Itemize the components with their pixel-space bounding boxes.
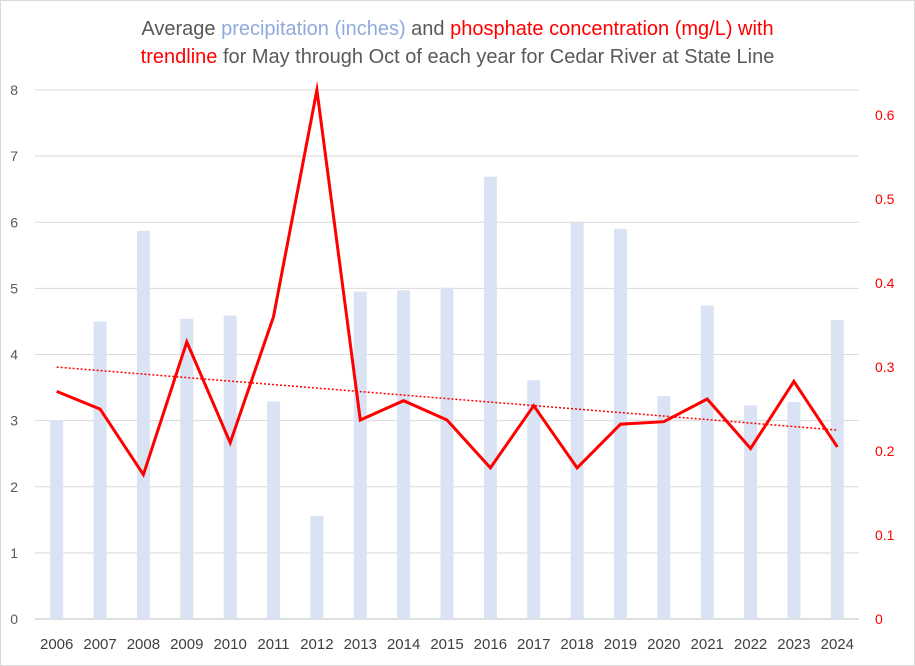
- right-tick-label: 0.2: [875, 443, 895, 459]
- title-part-1: Average: [141, 18, 222, 40]
- right-tick-label: 0.5: [875, 191, 895, 207]
- precipitation-bar: [527, 380, 541, 619]
- x-tick-label: 2023: [777, 636, 810, 653]
- chart-title-line-2: trendline for May through Oct of each ye…: [1, 43, 914, 71]
- title-part-6: for May through Oct of each year for Ced…: [217, 46, 775, 68]
- right-tick-label: 0.4: [875, 275, 895, 291]
- left-tick-label: 3: [10, 413, 18, 429]
- right-tick-label: 0: [875, 611, 883, 627]
- left-tick-label: 5: [10, 280, 18, 296]
- x-tick-label: 2013: [344, 636, 377, 653]
- precipitation-bar: [483, 176, 497, 619]
- x-tick-label: 2012: [300, 636, 333, 653]
- trendline-group: [56, 366, 838, 431]
- precipitation-bar: [700, 305, 714, 619]
- x-tick-label: 2017: [517, 636, 550, 653]
- x-tick-label: 2024: [821, 636, 854, 653]
- left-tick-label: 1: [10, 545, 18, 561]
- x-tick-label: 2011: [257, 636, 289, 653]
- x-tick-label: 2019: [604, 636, 637, 653]
- x-tick-label: 2008: [127, 636, 160, 653]
- precipitation-bar: [744, 405, 758, 619]
- trendline: [56, 366, 838, 431]
- title-precipitation: precipitation (inches): [221, 18, 406, 40]
- left-tick-label: 2: [10, 479, 18, 495]
- x-tick-label: 2020: [647, 636, 680, 653]
- title-phosphate: phosphate concentration (mg/L) with: [450, 18, 774, 40]
- precipitation-bar: [310, 515, 324, 619]
- left-tick-label: 6: [10, 214, 18, 230]
- x-axis-ticks: 2006 2007 2008 2009 2010 2011 2012 2013 2014 2015…: [40, 636, 854, 653]
- precipitation-bar: [657, 396, 671, 619]
- left-tick-label: 4: [10, 347, 18, 363]
- left-tick-label: 0: [10, 611, 18, 627]
- phosphate-line-group: [56, 80, 839, 479]
- x-tick-label: 2016: [474, 636, 507, 653]
- x-tick-label: 2007: [83, 636, 116, 653]
- right-tick-label: 0.6: [875, 107, 895, 123]
- precipitation-bar: [180, 318, 194, 619]
- chart-title: Average precipitation (inches) and phosp…: [1, 15, 914, 71]
- chart-title-line-1: Average precipitation (inches) and phosp…: [1, 15, 914, 43]
- x-tick-label: 2010: [213, 636, 246, 653]
- x-tick-label: 2014: [387, 636, 420, 653]
- left-axis-ticks: 0 1 2 3 4 5 6 7 8: [10, 82, 18, 627]
- x-tick-label: 2022: [734, 636, 767, 653]
- left-tick-label: 8: [10, 82, 18, 98]
- precipitation-bar: [570, 222, 584, 619]
- title-part-3: and: [405, 18, 451, 40]
- precipitation-bar: [223, 315, 237, 619]
- x-tick-label: 2021: [691, 636, 724, 653]
- precipitation-bar: [397, 290, 411, 619]
- precipitation-bar: [440, 287, 454, 619]
- left-tick-label: 7: [10, 148, 18, 164]
- precipitation-bar: [353, 291, 367, 619]
- right-axis-ticks: 0 0.1 0.2 0.3 0.4 0.5 0.6: [875, 107, 895, 627]
- precipitation-bar: [787, 402, 801, 619]
- x-tick-label: 2006: [40, 636, 73, 653]
- precipitation-bar: [136, 230, 150, 619]
- precipitation-bar: [830, 320, 844, 619]
- precipitation-bar: [267, 401, 281, 619]
- x-tick-label: 2015: [430, 636, 463, 653]
- right-tick-label: 0.3: [875, 359, 895, 375]
- precipitation-bar: [93, 321, 107, 619]
- right-tick-label: 0.1: [875, 527, 895, 543]
- title-trendline: trendline: [140, 46, 218, 68]
- x-tick-label: 2018: [560, 636, 593, 653]
- x-tick-label: 2009: [170, 636, 203, 653]
- precipitation-bar: [50, 420, 64, 619]
